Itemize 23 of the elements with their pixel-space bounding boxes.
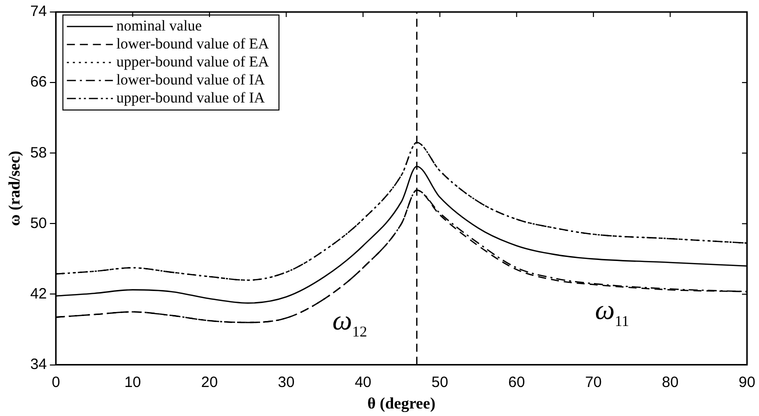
x-tick-label: 90 <box>738 374 756 391</box>
y-axis-title: ω (rad/sec) <box>6 150 24 226</box>
legend-label: upper-bound value of EA <box>116 54 270 70</box>
x-tick-label: 0 <box>52 374 60 391</box>
legend-label: upper-bound value of IA <box>116 90 265 106</box>
legend-label: lower-bound value of EA <box>116 36 270 52</box>
x-tick-label: 40 <box>354 374 372 391</box>
x-tick-label: 20 <box>201 374 218 391</box>
y-tick-label: 74 <box>30 3 47 20</box>
x-tick-label: 80 <box>662 374 679 391</box>
legend-label: nominal value <box>116 18 202 34</box>
x-tick-label: 50 <box>431 374 448 391</box>
x-tick-label: 10 <box>124 374 142 391</box>
y-tick-label: 34 <box>30 356 47 373</box>
x-tick-label: 60 <box>508 374 525 391</box>
x-tick-label: 30 <box>278 374 295 391</box>
x-axis-title: θ (degree) <box>367 396 436 413</box>
y-tick-label: 42 <box>30 285 47 302</box>
y-tick-label: 66 <box>30 74 47 91</box>
x-tick-label: 70 <box>585 374 602 391</box>
legend-label: lower-bound value of IA <box>116 72 265 88</box>
y-tick-label: 50 <box>30 214 47 232</box>
y-tick-label: 58 <box>30 144 47 162</box>
